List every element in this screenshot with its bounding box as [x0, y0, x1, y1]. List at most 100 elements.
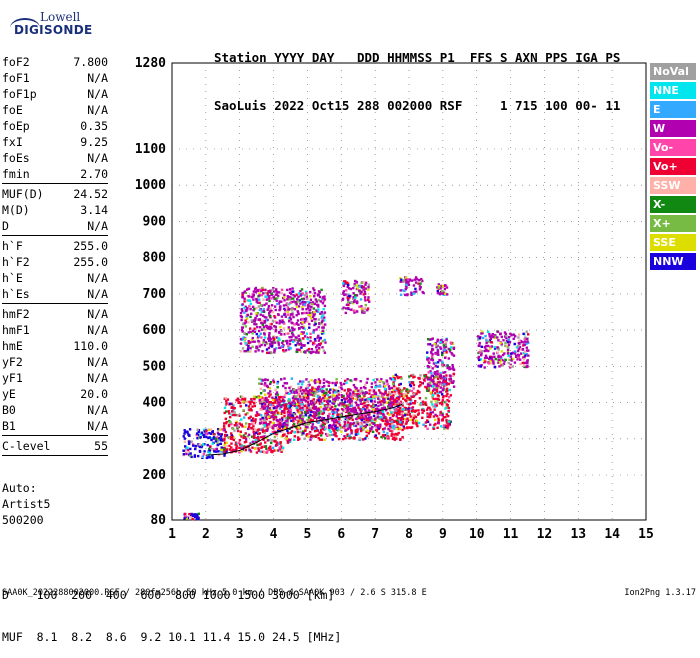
echo-point — [226, 398, 230, 401]
echo-point — [235, 421, 238, 425]
echo-point — [267, 337, 270, 340]
echo-point — [253, 395, 256, 398]
echo-point — [318, 438, 322, 441]
echo-point — [259, 387, 262, 390]
echo-point — [281, 418, 284, 421]
echo-point — [279, 325, 282, 329]
echo-point — [257, 396, 260, 399]
echo-point — [307, 416, 311, 419]
echo-point — [300, 403, 303, 406]
echo-point — [318, 396, 322, 399]
echo-point — [320, 311, 323, 314]
echo-point — [415, 421, 418, 424]
echo-point — [497, 339, 500, 342]
echo-point — [389, 392, 392, 396]
echo-point — [450, 346, 453, 349]
echo-point — [214, 448, 217, 451]
echo-point — [353, 378, 357, 381]
echo-point — [490, 356, 493, 359]
echo-point — [338, 390, 341, 393]
echo-point — [374, 386, 377, 389]
echo-point — [277, 449, 280, 452]
echo-point — [287, 405, 290, 408]
echo-point — [354, 424, 358, 428]
echo-point — [352, 437, 355, 440]
echo-point — [265, 400, 269, 403]
parameter-label: foF2 — [2, 55, 30, 69]
echo-point — [431, 395, 434, 398]
echo-point — [265, 316, 268, 319]
echo-point — [253, 307, 256, 311]
echo-point — [271, 415, 274, 419]
legend-item-noval: NoVal — [650, 63, 696, 80]
echo-point — [412, 392, 416, 396]
echo-point — [230, 413, 234, 416]
echo-point — [496, 346, 499, 349]
parameter-label: h`F2 — [2, 255, 30, 269]
echo-point — [185, 517, 188, 520]
echo-point — [493, 366, 497, 369]
echo-point — [287, 316, 291, 320]
echo-point — [249, 402, 252, 406]
echo-point — [375, 394, 378, 397]
echo-point — [238, 446, 241, 449]
echo-point — [280, 288, 284, 291]
echo-point — [367, 417, 370, 420]
parameter-row: B1 N/A — [2, 418, 108, 434]
echo-point — [322, 349, 326, 352]
echo-point — [261, 323, 265, 326]
echo-point — [288, 401, 291, 404]
echo-point — [297, 334, 300, 337]
echo-point — [429, 423, 432, 426]
echo-point — [436, 289, 439, 293]
echo-point — [483, 345, 487, 349]
echo-point — [412, 416, 415, 420]
echo-point — [323, 399, 326, 403]
echo-point — [321, 346, 324, 349]
echo-point — [318, 295, 322, 299]
echo-point — [429, 381, 432, 384]
echo-point — [286, 412, 290, 415]
echo-point — [273, 439, 276, 443]
echo-point — [187, 442, 191, 445]
echo-point — [304, 319, 308, 322]
echo-point — [427, 359, 430, 363]
echo-point — [273, 412, 276, 416]
echo-point — [439, 386, 442, 389]
echo-point — [335, 378, 338, 381]
echo-point — [281, 434, 285, 437]
echo-point — [357, 392, 360, 396]
echo-point — [248, 408, 251, 412]
echo-point — [261, 350, 264, 353]
echo-point — [331, 410, 334, 413]
echo-point — [451, 366, 455, 369]
echo-point — [445, 421, 449, 424]
echo-point — [314, 381, 317, 385]
echo-point — [272, 411, 276, 414]
echo-point — [286, 306, 289, 309]
echo-point — [369, 399, 373, 403]
echo-point — [388, 423, 391, 426]
echo-point — [378, 379, 382, 383]
echo-point — [224, 430, 227, 434]
echo-point — [393, 387, 396, 390]
autoscaling-info: Auto: Artist5 500200 — [2, 480, 50, 528]
echo-point — [277, 428, 280, 431]
echo-point — [287, 318, 291, 322]
echo-point — [255, 332, 258, 336]
echo-point — [261, 398, 264, 402]
echo-point — [331, 433, 334, 436]
echo-point — [371, 430, 375, 433]
echo-point — [387, 385, 391, 388]
echo-point — [408, 381, 411, 384]
echo-point — [410, 407, 413, 410]
echo-point — [250, 398, 253, 401]
echo-point — [406, 426, 409, 430]
echo-point — [306, 384, 309, 388]
echo-point — [419, 403, 422, 407]
echo-point — [271, 426, 274, 429]
echo-point — [371, 406, 374, 410]
echo-point — [403, 406, 406, 410]
echo-point — [436, 370, 439, 373]
echo-point — [310, 425, 314, 428]
